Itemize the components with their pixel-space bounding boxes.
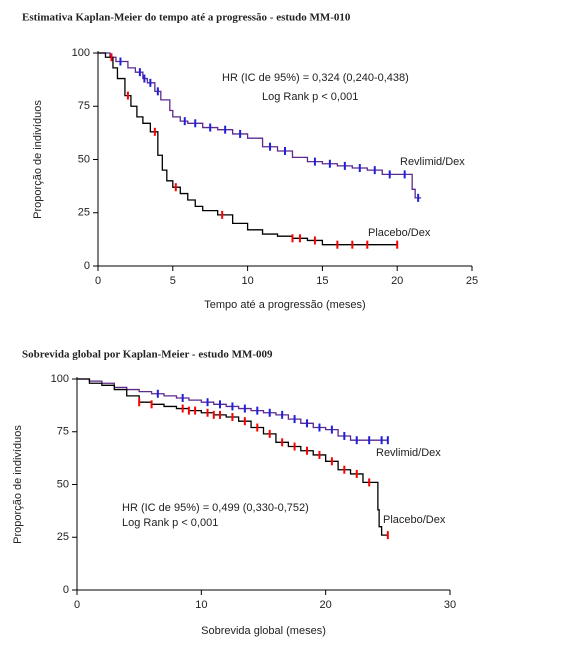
series-label: Revlimid/Dex xyxy=(376,447,441,459)
y-tick-label: 0 xyxy=(63,584,69,596)
x-tick-label: 20 xyxy=(391,275,403,287)
series-label: Placebo/Dex xyxy=(368,227,431,239)
survival-curve xyxy=(77,378,388,536)
series-label: Placebo/Dex xyxy=(383,514,446,526)
x-tick-label: 10 xyxy=(195,599,207,611)
y-axis-label: Proporção de indivíduos xyxy=(12,425,24,544)
x-axis-label: Sobrevida global (meses) xyxy=(201,625,326,637)
series-label: Revlimid/Dex xyxy=(400,156,465,168)
y-tick-label: 75 xyxy=(78,100,90,112)
survival-curve xyxy=(77,378,388,441)
x-tick-label: 10 xyxy=(241,275,253,287)
y-tick-label: 100 xyxy=(72,47,90,59)
annotation: Log Rank p < 0,001 xyxy=(262,91,358,103)
annotation: HR (IC de 95%) = 0,324 (0,240-0,438) xyxy=(222,72,409,84)
y-axis-label: Proporção de indivíduos xyxy=(32,100,44,219)
x-tick-label: 0 xyxy=(95,275,101,287)
chart-title: Estimativa Kaplan-Meier do tempo até a p… xyxy=(22,12,351,24)
x-tick-label: 15 xyxy=(316,275,328,287)
y-tick-label: 25 xyxy=(57,531,69,543)
x-tick-label: 20 xyxy=(320,599,332,611)
y-tick-label: 100 xyxy=(51,373,69,385)
y-tick-label: 50 xyxy=(57,478,69,490)
x-tick-label: 5 xyxy=(170,275,176,287)
x-axis-label: Tempo até a progressão (meses) xyxy=(204,299,365,311)
y-tick-label: 25 xyxy=(78,207,90,219)
x-tick-label: 0 xyxy=(74,599,80,611)
chart-title: Sobrevida global por Kaplan-Meier - estu… xyxy=(22,349,273,361)
survival-curve xyxy=(98,52,422,199)
x-tick-label: 25 xyxy=(466,275,478,287)
annotation: HR (IC de 95%) = 0,499 (0,330-0,752) xyxy=(122,502,309,514)
y-tick-label: 50 xyxy=(78,153,90,165)
y-tick-label: 0 xyxy=(84,260,90,272)
x-tick-label: 30 xyxy=(444,599,456,611)
annotation: Log Rank p < 0,001 xyxy=(122,517,218,529)
y-tick-label: 75 xyxy=(57,426,69,438)
